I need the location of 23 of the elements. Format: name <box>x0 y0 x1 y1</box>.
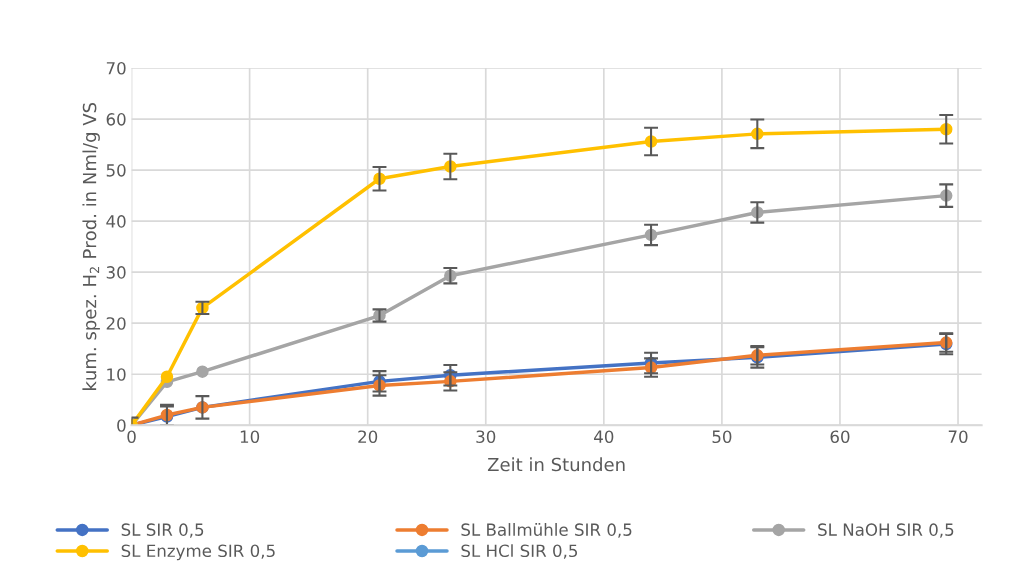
y-tick-label: 0 <box>117 419 126 432</box>
x-tick-label: 10 <box>240 430 260 444</box>
legend-label: SL Enzyme SIR 0,5 <box>121 544 275 561</box>
x-tick-label: 20 <box>358 430 378 444</box>
legend-label: SL HCl SIR 0,5 <box>461 544 578 559</box>
y-tick-label: 10 <box>107 368 126 381</box>
y-tick-label: 40 <box>106 215 126 228</box>
x-tick-label: 40 <box>594 430 614 444</box>
y-axis-title: kum. spez. H$_{2}$ Prod. in Nml/g VS <box>82 102 100 390</box>
legend-label: SL NaOH SIR 0,5 <box>818 523 954 538</box>
y-tick-label: 50 <box>106 164 126 177</box>
x-axis-title: Zeit in Stunden <box>487 457 625 472</box>
legend-label: SL Ballmühle SIR 0,5 <box>461 523 632 538</box>
y-tick-label: 60 <box>106 113 126 126</box>
y-tick-label: 30 <box>106 266 126 279</box>
y-tick-label: 70 <box>106 62 126 75</box>
x-tick-label: 30 <box>476 430 496 444</box>
x-tick-label: 50 <box>712 430 732 444</box>
x-tick-label: 70 <box>948 430 968 444</box>
x-tick-label: 0 <box>127 430 136 444</box>
y-tick-label: 20 <box>106 317 126 330</box>
legend-label: SL SIR 0,5 <box>121 523 204 538</box>
x-tick-label: 60 <box>830 430 850 444</box>
